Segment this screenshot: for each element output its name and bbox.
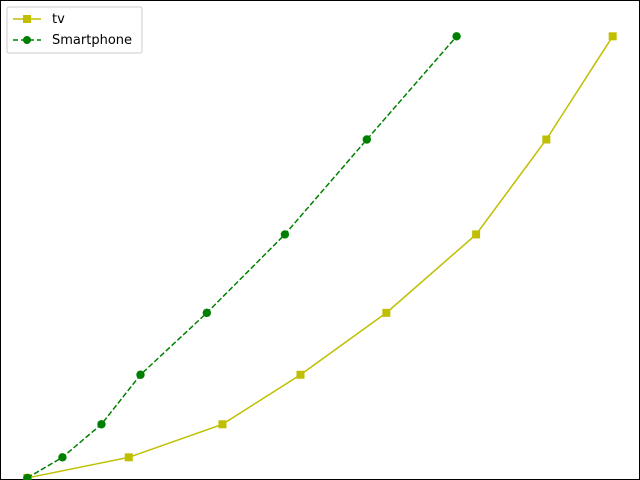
data-point-smartphone-2 (97, 420, 106, 429)
data-point-smartphone-0 (23, 473, 32, 480)
data-point-smartphone-1 (58, 453, 67, 462)
legend-marker-tv (23, 15, 31, 23)
data-point-tv-6 (542, 135, 551, 144)
plot-area (23, 32, 617, 480)
legend-label-tv: tv (52, 12, 65, 27)
legend-marker-smartphone (23, 36, 31, 44)
data-point-tv-2 (218, 420, 227, 429)
data-point-smartphone-3 (136, 370, 145, 379)
data-point-tv-3 (296, 370, 305, 379)
data-point-smartphone-4 (202, 308, 212, 318)
series-line-smartphone (26, 35, 458, 479)
data-point-tv-5 (472, 230, 481, 239)
legend-entry-tv: tv (13, 12, 65, 27)
legend-label-smartphone: Smartphone (52, 33, 132, 48)
series-line-tv (27, 35, 614, 479)
data-point-smartphone-7 (452, 32, 461, 41)
data-point-tv-1 (124, 453, 133, 462)
data-point-tv-7 (608, 32, 617, 41)
legend: tv Smartphone (6, 6, 143, 54)
data-point-smartphone-6 (362, 135, 372, 144)
series-smartphone (23, 32, 461, 480)
data-point-tv-4 (382, 308, 391, 317)
data-point-smartphone-5 (280, 230, 290, 239)
legend-entry-smartphone: Smartphone (13, 33, 132, 48)
